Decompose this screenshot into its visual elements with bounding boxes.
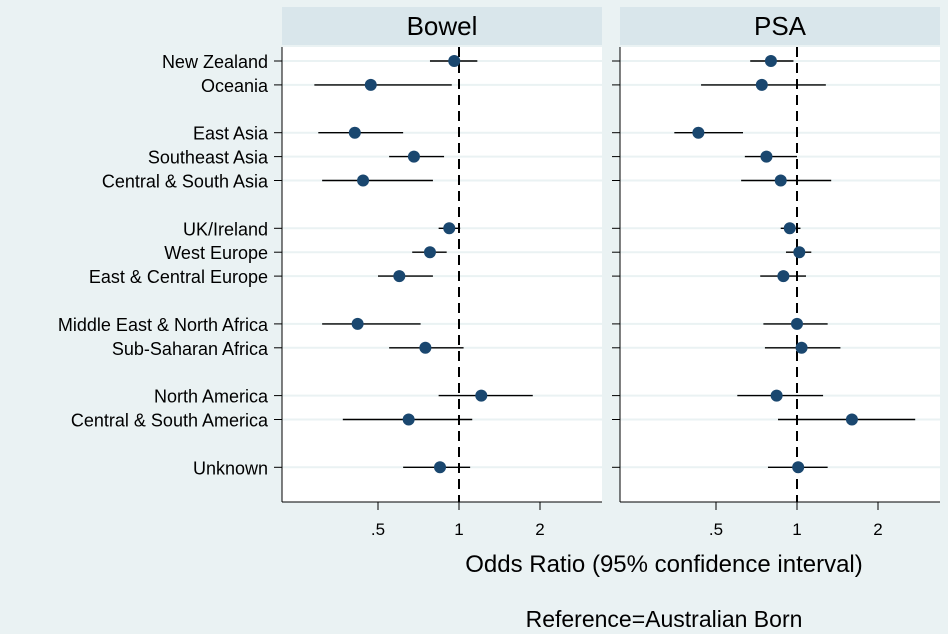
x-tick-label: 2 [873,520,882,539]
x-tick-label: .5 [371,520,385,539]
y-tick-label: New Zealand [162,52,268,72]
y-tick-label: East & Central Europe [89,267,268,287]
x-tick-label: .5 [709,520,723,539]
panel-title: Bowel [407,11,478,41]
odds-ratio-point [791,317,803,330]
odds-ratio-point [364,78,377,91]
odds-ratio-point [407,150,420,163]
panel-bowel: Bowel .5 1 2 [274,7,602,539]
odds-ratio-point [777,270,790,283]
odds-ratio-point [795,341,808,354]
chart-panels: Bowel .5 1 2 PSA .5 1 2 [274,7,940,539]
odds-ratio-point [402,413,415,426]
odds-ratio-point [475,389,488,402]
reference-note: Reference=Australian Born [526,606,803,632]
odds-ratio-point [419,341,432,354]
y-tick-label: Middle East & North Africa [58,315,269,335]
y-tick-label: Oceania [201,76,269,96]
odds-ratio-point [755,78,768,91]
odds-ratio-point [764,55,777,67]
odds-ratio-point [423,246,436,259]
odds-ratio-point [357,174,370,187]
odds-ratio-point [792,461,805,474]
panel-strip [282,7,602,45]
y-tick-label: Central & South Asia [102,172,269,192]
y-tick-label: Southeast Asia [148,148,269,168]
y-tick-label: North America [154,387,269,407]
odds-ratio-point [760,150,773,163]
y-tick-label: West Europe [164,243,268,263]
odds-ratio-point [434,461,447,474]
panel-plot-area [282,47,602,502]
odds-ratio-point [443,222,456,235]
odds-ratio-point [348,126,361,139]
x-axis-label: Odds Ratio (95% confidence interval) [465,551,863,578]
y-tick-label: Central & South America [71,411,269,431]
odds-ratio-point [783,222,796,235]
y-axis-labels: New Zealand Oceania East Asia Southeast Asi… [58,52,269,478]
y-tick-label: East Asia [193,124,269,144]
odds-ratio-point [845,413,858,426]
x-tick-label: 1 [792,520,801,539]
odds-ratio-point [793,246,806,259]
panel-psa: PSA .5 1 2 [612,7,940,539]
panel-strip [620,7,940,45]
odds-ratio-point [692,126,705,139]
odds-ratio-point [393,270,406,283]
x-tick-label: 1 [454,520,463,539]
odds-ratio-point [351,317,364,330]
y-tick-label: Sub-Saharan Africa [112,339,269,359]
panel-title: PSA [754,11,807,41]
odds-ratio-point [774,174,787,187]
odds-ratio-point [448,55,461,67]
y-tick-label: UK/Ireland [183,219,268,239]
y-tick-label: Unknown [193,458,268,478]
x-tick-label: 2 [535,520,544,539]
odds-ratio-point [770,389,783,402]
